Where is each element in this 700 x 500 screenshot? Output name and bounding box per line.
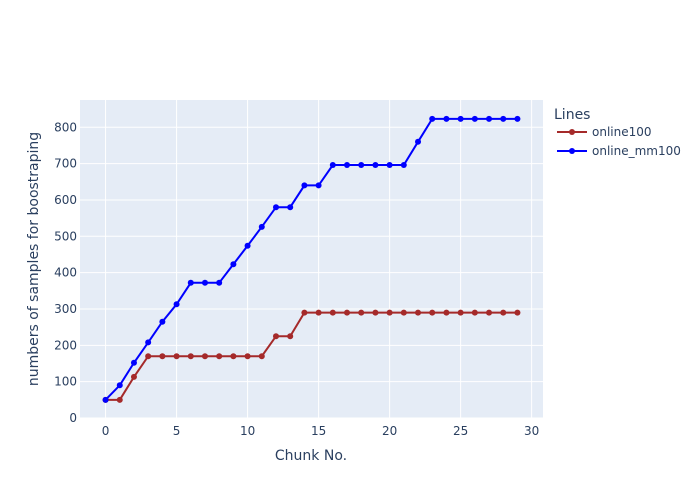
y-axis-title: numbers of samples for boostraping (26, 132, 42, 386)
x-axis-ticks: 0 5 10 15 20 25 30 (102, 424, 540, 438)
point-online_mm100-4 (159, 318, 166, 325)
point-online100-22 (415, 309, 422, 316)
point-online_mm100-10 (244, 242, 251, 249)
point-online_mm100-0 (102, 396, 109, 403)
point-online_mm100-29 (514, 115, 521, 122)
point-online_mm100-22 (415, 138, 422, 145)
legend-swatch-marker (569, 129, 575, 135)
legend-item-online_mm100[interactable]: online_mm100 (557, 144, 681, 158)
point-online_mm100-9 (230, 261, 237, 268)
point-online_mm100-14 (301, 182, 308, 189)
point-online100-27 (486, 309, 493, 316)
point-online_mm100-5 (173, 301, 180, 308)
point-online100-24 (443, 309, 450, 316)
point-online_mm100-25 (457, 115, 464, 122)
point-online_mm100-26 (471, 115, 478, 122)
point-online_mm100-27 (486, 115, 493, 122)
legend-label: online100 (592, 125, 652, 139)
point-online100-8 (216, 353, 223, 360)
point-online100-2 (130, 373, 137, 380)
point-online100-4 (159, 353, 166, 360)
point-online_mm100-24 (443, 115, 450, 122)
point-online100-7 (201, 353, 208, 360)
point-online_mm100-6 (187, 279, 194, 286)
point-online100-3 (145, 353, 152, 360)
x-tick-label-25: 25 (453, 424, 468, 438)
x-tick-label-0: 0 (102, 424, 110, 438)
point-online_mm100-20 (386, 162, 393, 169)
point-online_mm100-3 (145, 339, 152, 346)
point-online_mm100-15 (315, 182, 322, 189)
y-tick-label-0: 0 (69, 411, 77, 425)
point-online_mm100-7 (201, 279, 208, 286)
y-tick-label-300: 300 (54, 302, 77, 316)
y-tick-label-200: 200 (54, 338, 77, 352)
point-online100-1 (116, 396, 123, 403)
legend-item-online100[interactable]: online100 (557, 125, 652, 139)
point-online100-10 (244, 353, 251, 360)
x-axis-title: Chunk No. (275, 448, 347, 464)
point-online100-21 (400, 309, 407, 316)
plot-area (80, 100, 543, 418)
x-tick-label-20: 20 (382, 424, 397, 438)
x-tick-label-30: 30 (524, 424, 539, 438)
point-online100-25 (457, 309, 464, 316)
point-online_mm100-1 (116, 382, 123, 389)
y-tick-label-700: 700 (54, 157, 77, 171)
point-online100-6 (187, 353, 194, 360)
point-online100-5 (173, 353, 180, 360)
point-online100-20 (386, 309, 393, 316)
point-online_mm100-18 (358, 162, 365, 169)
point-online100-9 (230, 353, 237, 360)
legend-label: online_mm100 (592, 144, 681, 158)
point-online_mm100-12 (272, 204, 279, 211)
point-online100-12 (272, 333, 279, 340)
legend: Lines online100 online_mm100 (554, 107, 681, 158)
point-online_mm100-16 (329, 162, 336, 169)
point-online_mm100-17 (344, 162, 351, 169)
gridlines (80, 100, 543, 419)
y-tick-label-800: 800 (54, 120, 77, 134)
y-tick-label-100: 100 (54, 375, 77, 389)
point-online100-14 (301, 309, 308, 316)
x-tick-label-15: 15 (311, 424, 326, 438)
y-tick-label-400: 400 (54, 266, 77, 280)
y-tick-label-600: 600 (54, 193, 77, 207)
point-online_mm100-8 (216, 279, 223, 286)
point-online_mm100-28 (500, 115, 507, 122)
point-online100-18 (358, 309, 365, 316)
point-online100-19 (372, 309, 379, 316)
legend-title: Lines (554, 107, 590, 123)
y-axis-ticks: 0 100 200 300 400 500 600 700 800 (54, 120, 77, 425)
point-online_mm100-19 (372, 162, 379, 169)
x-tick-label-10: 10 (240, 424, 255, 438)
point-online100-26 (471, 309, 478, 316)
point-online100-11 (258, 353, 265, 360)
x-tick-label-5: 5 (173, 424, 181, 438)
point-online100-15 (315, 309, 322, 316)
legend-swatch-marker (569, 148, 575, 154)
point-online100-29 (514, 309, 521, 316)
point-online100-17 (344, 309, 351, 316)
point-online_mm100-21 (400, 162, 407, 169)
point-online_mm100-2 (130, 359, 137, 366)
point-online100-13 (287, 333, 294, 340)
series-points (102, 115, 521, 403)
point-online_mm100-11 (258, 223, 265, 230)
y-tick-label-500: 500 (54, 229, 77, 243)
point-online100-28 (500, 309, 507, 316)
point-online_mm100-13 (287, 204, 294, 211)
point-online_mm100-23 (429, 115, 436, 122)
point-online100-16 (329, 309, 336, 316)
point-online100-23 (429, 309, 436, 316)
